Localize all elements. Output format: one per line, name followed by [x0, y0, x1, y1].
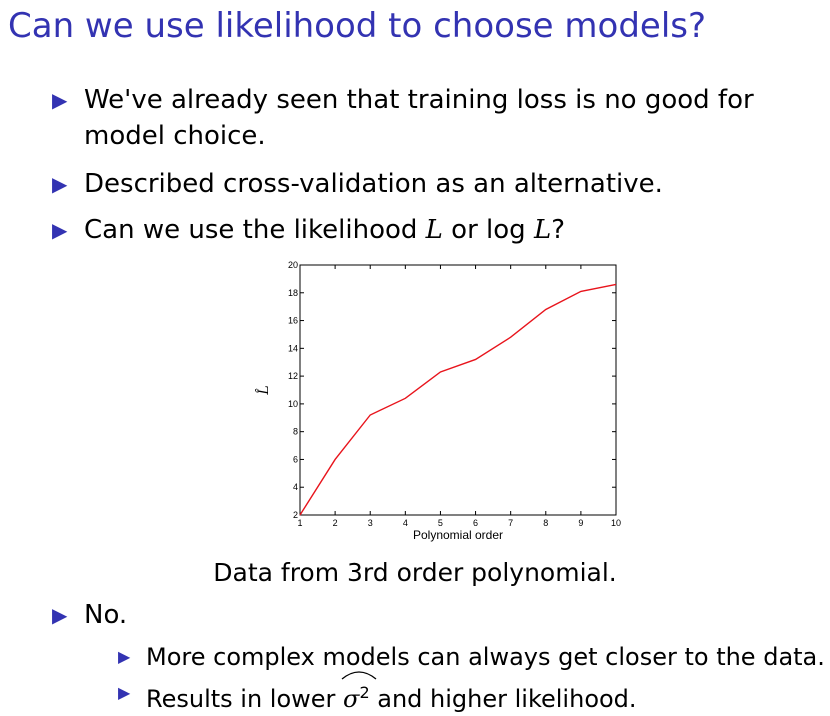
x-tick-label: 2 — [333, 518, 338, 528]
x-tick-label: 4 — [403, 518, 408, 528]
sigma-symbol: σ — [343, 685, 359, 713]
sub-bullet-complex-models: ▶ More complex models can always get clo… — [146, 640, 825, 674]
math-l: L — [534, 215, 551, 245]
triangle-right-icon: ▶ — [118, 640, 130, 674]
sub-bullet-lower-sigma: ▶ Results in lower σ2 and higher likelih… — [146, 676, 637, 716]
y-tick-label: 12 — [288, 371, 298, 381]
bullet-likelihood: ▶ Can we use the likelihood L or log L? — [84, 212, 565, 248]
bullet-text: Can we use the likelihood — [84, 215, 426, 245]
y-tick-label: 20 — [288, 260, 298, 270]
sigma-hat-symbol: σ2 — [343, 676, 370, 716]
y-tick-label: 14 — [288, 343, 298, 353]
bullet-text: or log — [443, 215, 534, 245]
x-tick-label: 10 — [611, 518, 621, 528]
bullet-text: We've already seen that training loss is… — [84, 85, 754, 115]
x-tick-label: 8 — [543, 518, 548, 528]
y-tick-label: 4 — [293, 482, 298, 492]
x-tick-label: 1 — [297, 518, 302, 528]
x-axis-label: Polynomial order — [413, 528, 503, 542]
sub-bullet-text: and higher likelihood. — [370, 685, 637, 713]
series-line — [300, 284, 616, 515]
math-l: L — [426, 215, 443, 245]
squared-exponent: 2 — [359, 683, 369, 702]
bullet-text: Described cross-validation as an alterna… — [84, 169, 663, 199]
x-tick-label: 9 — [578, 518, 583, 528]
x-tick-label: 5 — [438, 518, 443, 528]
triangle-right-icon: ▶ — [52, 82, 67, 118]
x-tick-label: 6 — [473, 518, 478, 528]
bullet-text: model choice. — [84, 121, 266, 151]
y-tick-label: 8 — [293, 427, 298, 437]
y-tick-label: 18 — [288, 288, 298, 298]
sub-bullet-text: Results in lower — [146, 685, 343, 713]
triangle-right-icon: ▶ — [52, 597, 67, 633]
bullet-training-loss: ▶ We've already seen that training loss … — [84, 82, 754, 118]
triangle-right-icon: ▶ — [118, 676, 130, 710]
x-tick-label: 7 — [508, 518, 513, 528]
y-tick-label: 10 — [288, 399, 298, 409]
sub-bullet-text: More complex models can always get close… — [146, 643, 825, 671]
y-tick-label: 2 — [293, 510, 298, 520]
chart-caption: Data from 3rd order polynomial. — [0, 558, 830, 587]
slide-title: Can we use likelihood to choose models? — [8, 6, 706, 46]
y-tick-label: 6 — [293, 454, 298, 464]
bullet-text: No. — [84, 600, 127, 630]
plot-frame — [300, 265, 616, 515]
y-axis-label: L̂ — [254, 385, 272, 395]
bullet-text: ? — [551, 215, 565, 245]
triangle-right-icon: ▶ — [52, 166, 67, 202]
bullet-training-loss-cont: model choice. — [84, 118, 266, 154]
bullet-answer: ▶ No. — [84, 597, 127, 633]
bullet-cross-validation: ▶ Described cross-validation as an alter… — [84, 166, 663, 202]
triangle-right-icon: ▶ — [52, 212, 67, 248]
y-tick-label: 16 — [288, 316, 298, 326]
hat-accent-icon — [341, 668, 377, 680]
x-tick-label: 3 — [368, 518, 373, 528]
